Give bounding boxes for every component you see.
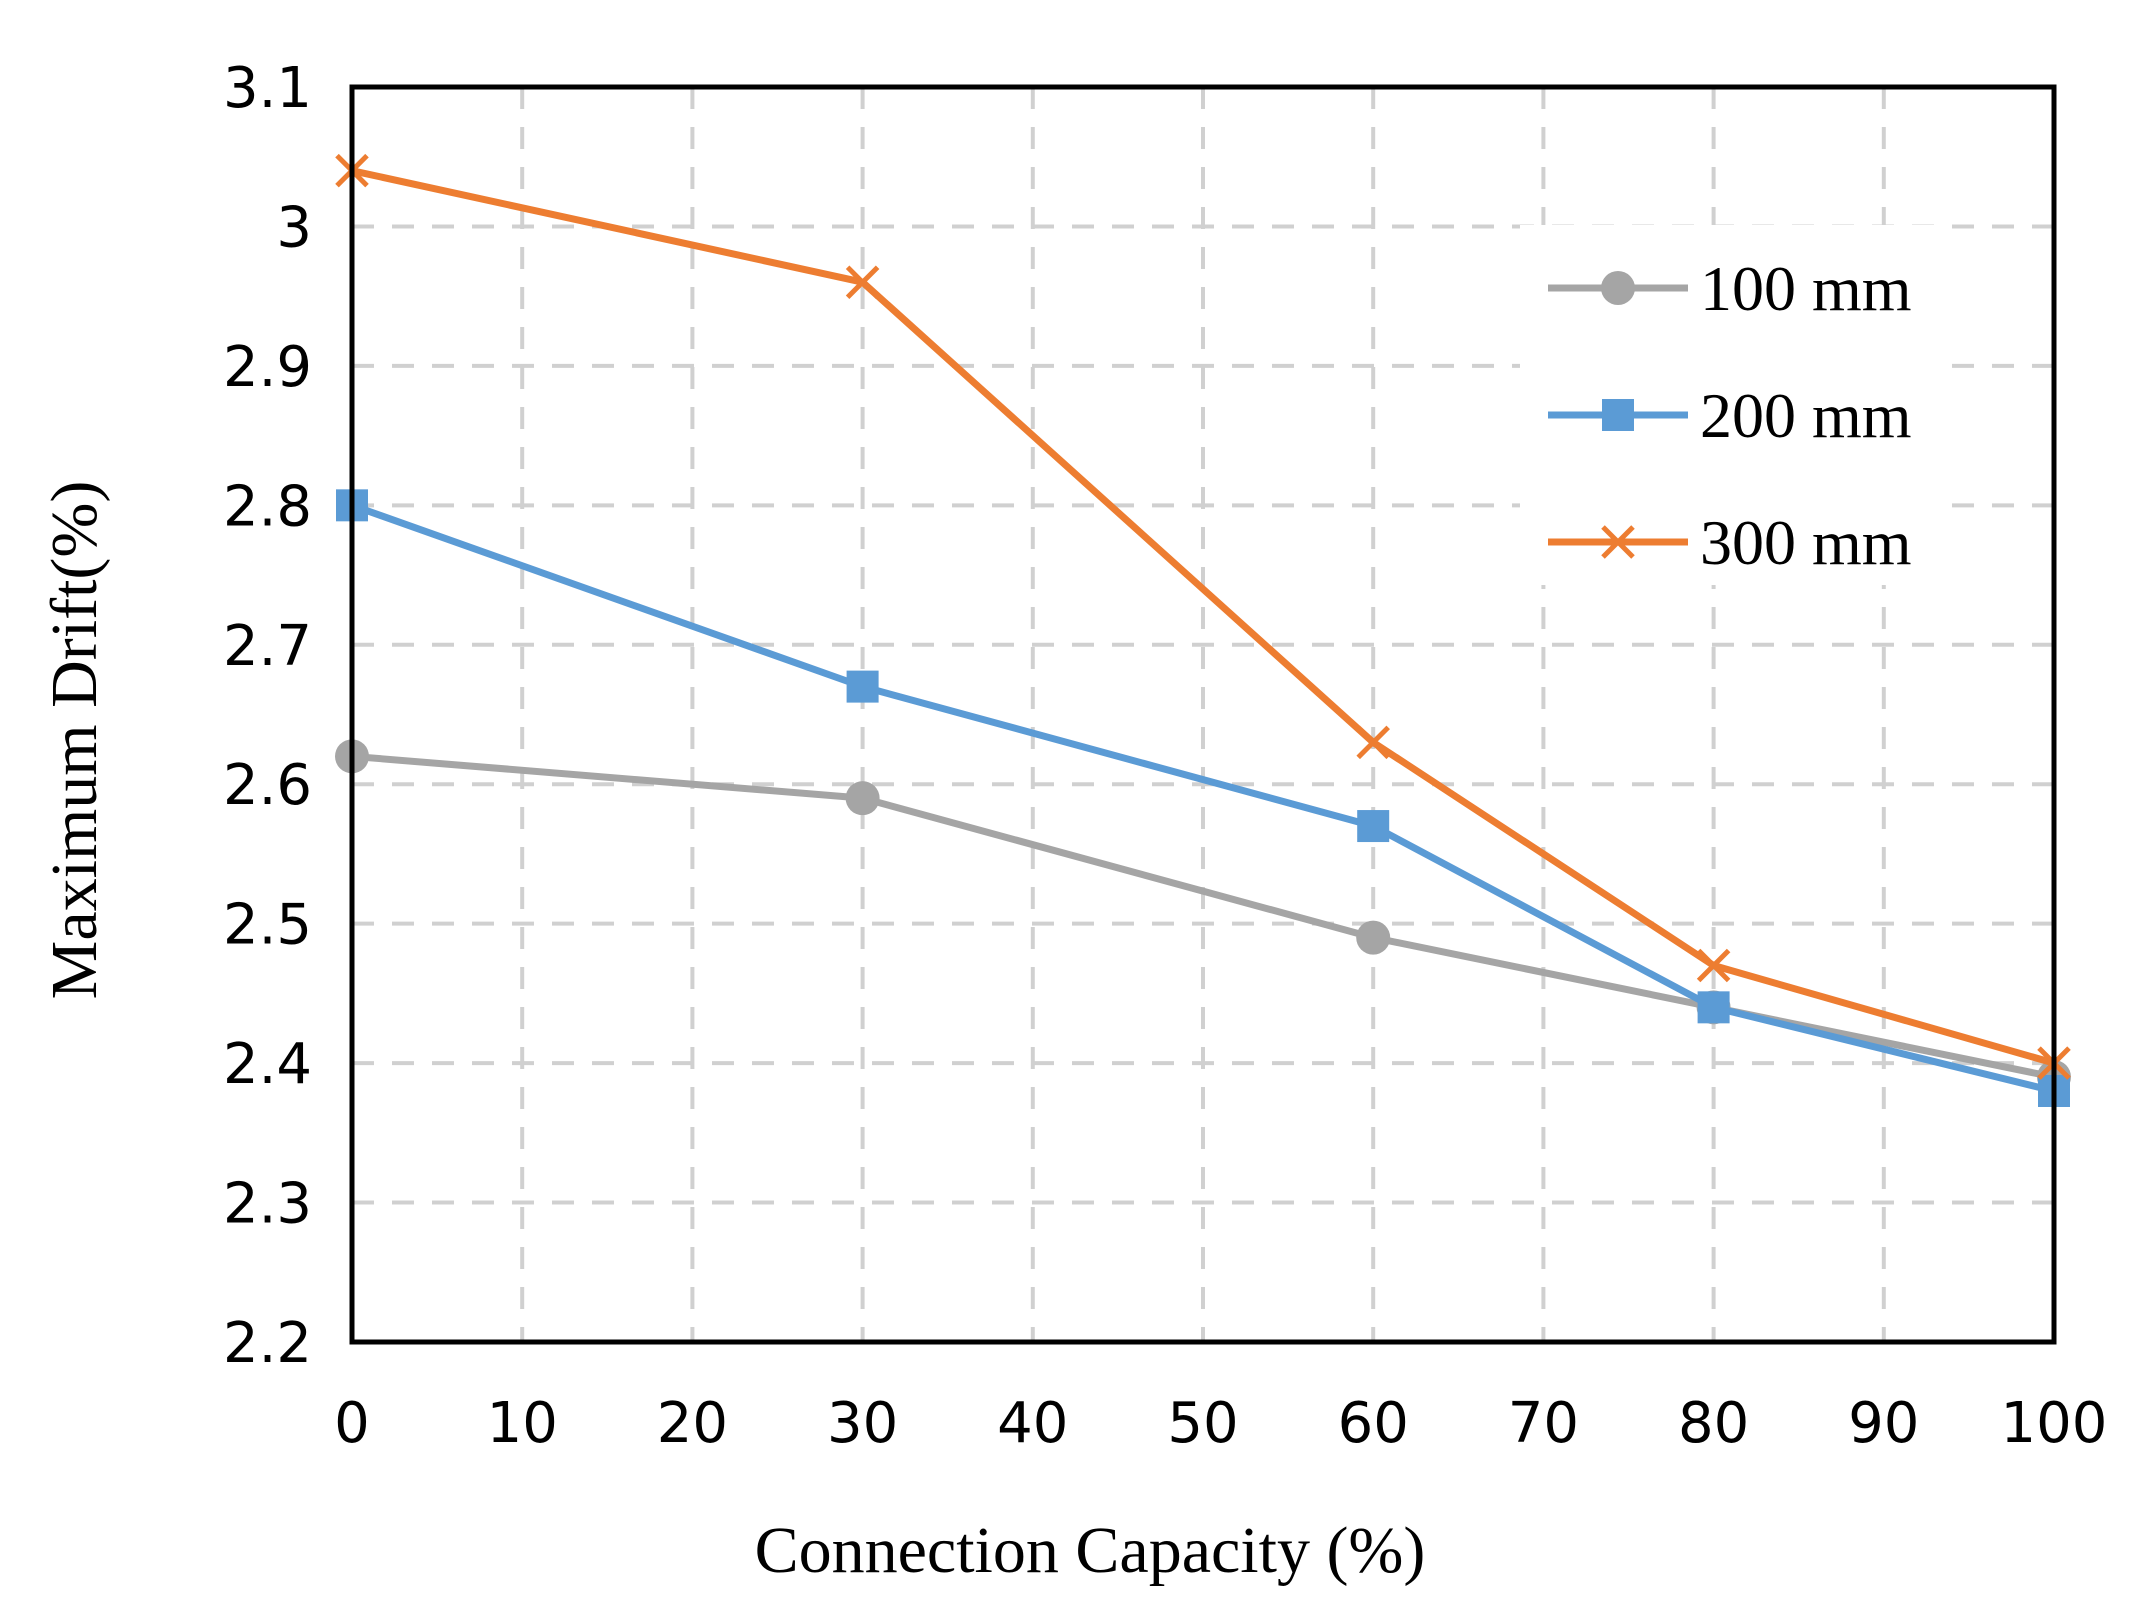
legend-marker-100-mm [1601, 271, 1635, 305]
y-tick-label: 2.3 [223, 1172, 312, 1237]
data-point-300-mm [1696, 948, 1731, 983]
x-tick-label: 80 [1678, 1391, 1749, 1456]
data-point-300-mm-stroke [845, 265, 880, 299]
y-tick-label: 2.4 [223, 1032, 312, 1097]
legend-entry-100-mm: 100 mm [1548, 253, 1912, 324]
x-tick-label: 0 [334, 1391, 370, 1456]
y-tick-label: 2.2 [223, 1311, 312, 1376]
y-tick-label: 2.6 [223, 753, 312, 818]
y-axis-title: Maximum Drift(%) [38, 481, 111, 1000]
legend-marker-300-mm [1601, 525, 1635, 559]
data-point-200-mm [846, 670, 879, 703]
legend-entry-200-mm: 200 mm [1548, 380, 1912, 451]
data-point-100-mm [1356, 920, 1391, 955]
x-tick-label: 20 [657, 1391, 728, 1456]
x-tick-label: 70 [1508, 1391, 1579, 1456]
legend: 100 mm 200 mm 300 mm [1520, 225, 1950, 585]
y-tick-label: 2.8 [223, 474, 312, 539]
tick-labels: 0 10 20 30 40 50 60 70 80 90 100 2.2 2.3 2.4 2.5 2.6 2.7… [223, 56, 2108, 1456]
y-tick-label: 2.7 [223, 614, 312, 679]
x-tick-label: 30 [827, 1391, 898, 1456]
data-point-300-mm-stroke [1696, 948, 1731, 983]
x-tick-label: 90 [1848, 1391, 1919, 1456]
x-tick-label: 50 [1167, 1391, 1238, 1456]
legend-label: 100 mm [1700, 253, 1912, 324]
y-tick-label: 2.9 [223, 335, 312, 400]
plot-frame [349, 84, 2057, 1345]
x-tick-label: 60 [1338, 1391, 1409, 1456]
data-point-200-mm [1357, 810, 1390, 843]
data-point-200-mm [1697, 991, 1730, 1024]
x-tick-label: 10 [487, 1391, 558, 1456]
data-point-300-mm-stroke [1356, 725, 1390, 760]
x-tick-label: 40 [997, 1391, 1068, 1456]
x-axis-title: Connection Capacity (%) [755, 1514, 1426, 1587]
y-tick-label: 2.5 [223, 893, 312, 958]
legend-marker-300-mm-stroke [1601, 525, 1635, 559]
y-tick-label: 3.1 [223, 56, 312, 121]
data-point-100-mm [845, 781, 880, 816]
legend-label: 300 mm [1700, 507, 1912, 578]
x-tick-label: 100 [2001, 1391, 2108, 1456]
legend-entry-300-mm: 300 mm [1548, 507, 1912, 578]
data-point-300-mm [1356, 725, 1390, 760]
legend-label: 200 mm [1700, 380, 1912, 451]
y-tick-label: 3 [276, 195, 312, 260]
legend-marker-200-mm [1602, 399, 1634, 431]
data-point-300-mm [845, 265, 880, 299]
series-100-mm [335, 739, 2071, 1095]
